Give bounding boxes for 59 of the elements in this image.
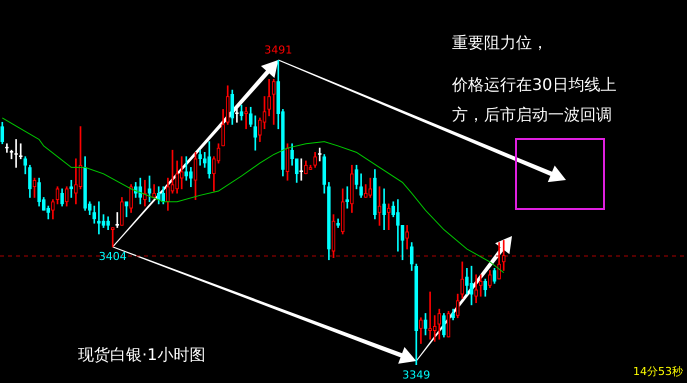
- candlestick: [478, 274, 483, 297]
- annotation: 价格运行在30日均线上方，后市启动一波回调: [452, 74, 618, 126]
- candlestick: [488, 270, 492, 288]
- candlestick: [340, 188, 345, 234]
- candlestick: [456, 294, 460, 318]
- candlestick: [378, 186, 382, 226]
- candlestick: [272, 79, 276, 125]
- candlestick: [470, 266, 474, 306]
- candlestick: [322, 154, 326, 194]
- annotation: 现货白银·1小时图: [78, 345, 206, 366]
- candlestick: [267, 79, 271, 116]
- candlestick: [78, 126, 82, 190]
- candlestick: [74, 158, 78, 204]
- candlestick: [442, 313, 446, 338]
- candlestick: [124, 201, 128, 218]
- candlestick: [184, 156, 188, 181]
- candlestick: [419, 317, 423, 344]
- text: 14分53秒: [633, 364, 683, 379]
- candlestick: [308, 164, 312, 170]
- candlestick: [14, 139, 18, 168]
- candlestick: [492, 268, 496, 284]
- candlestick: [148, 176, 152, 202]
- candlestick: [414, 264, 418, 365]
- candlestick: [364, 184, 368, 198]
- candlestick: [432, 315, 437, 342]
- candlestick: [5, 143, 9, 153]
- candlestick: [318, 148, 322, 162]
- candlestick: [102, 214, 106, 228]
- candlestick: [386, 204, 391, 230]
- candlestick: [451, 308, 455, 320]
- candlestick: [240, 104, 244, 120]
- candlestick: [354, 164, 358, 190]
- annotation: 3491: [264, 43, 292, 56]
- candlestick: [110, 227, 115, 248]
- candlestick: [248, 106, 253, 127]
- candlestick: [92, 206, 96, 224]
- annotation: 3404: [98, 250, 127, 264]
- candlestick: [10, 150, 14, 160]
- candlestick: [382, 188, 386, 230]
- text: 重要阻力位，: [452, 32, 548, 54]
- candlestick: [226, 85, 230, 125]
- candlestick: [28, 164, 32, 198]
- candlestick: [332, 214, 336, 258]
- candlestick: [32, 178, 36, 198]
- candlestick: [221, 109, 225, 146]
- candlestick: [446, 310, 450, 338]
- candlestick: [194, 152, 198, 200]
- candlestick: [350, 164, 354, 213]
- candlestick: [230, 90, 234, 125]
- candlestick: [327, 182, 331, 260]
- candlestick: [437, 308, 442, 340]
- candlestick: [373, 169, 377, 220]
- candlestick: [64, 186, 69, 206]
- candlestick: [244, 106, 248, 130]
- annotation: 3349: [402, 368, 430, 382]
- candlestick: [56, 186, 60, 204]
- candlestick: [410, 242, 414, 271]
- candlestick: [286, 143, 290, 181]
- candlestick: [152, 184, 156, 198]
